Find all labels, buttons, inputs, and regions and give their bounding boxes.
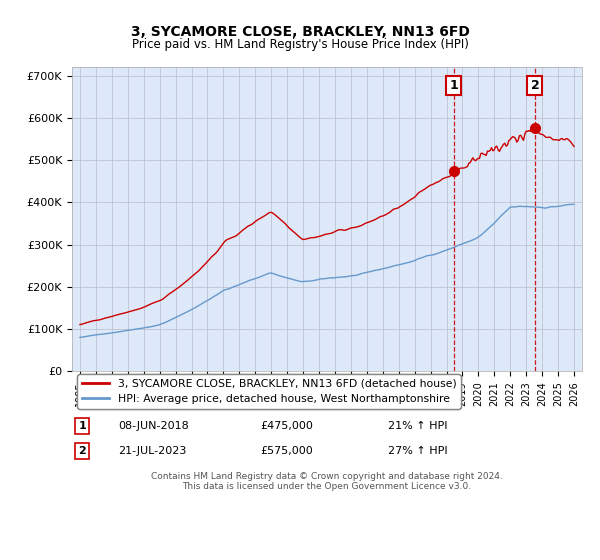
Text: Contains HM Land Registry data © Crown copyright and database right 2024.
This d: Contains HM Land Registry data © Crown c… [151, 472, 503, 491]
Text: 2: 2 [79, 446, 86, 456]
Legend: 3, SYCAMORE CLOSE, BRACKLEY, NN13 6FD (detached house), HPI: Average price, deta: 3, SYCAMORE CLOSE, BRACKLEY, NN13 6FD (d… [77, 375, 461, 408]
Text: £575,000: £575,000 [260, 446, 313, 456]
Text: 2: 2 [530, 80, 539, 92]
Text: £475,000: £475,000 [260, 421, 314, 431]
Text: 3, SYCAMORE CLOSE, BRACKLEY, NN13 6FD: 3, SYCAMORE CLOSE, BRACKLEY, NN13 6FD [131, 25, 469, 39]
Text: Price paid vs. HM Land Registry's House Price Index (HPI): Price paid vs. HM Land Registry's House … [131, 38, 469, 51]
Text: 1: 1 [79, 421, 86, 431]
Text: 27% ↑ HPI: 27% ↑ HPI [388, 446, 448, 456]
Text: 21-JUL-2023: 21-JUL-2023 [118, 446, 186, 456]
Text: 1: 1 [449, 80, 458, 92]
Text: 21% ↑ HPI: 21% ↑ HPI [388, 421, 448, 431]
Text: 08-JUN-2018: 08-JUN-2018 [118, 421, 188, 431]
